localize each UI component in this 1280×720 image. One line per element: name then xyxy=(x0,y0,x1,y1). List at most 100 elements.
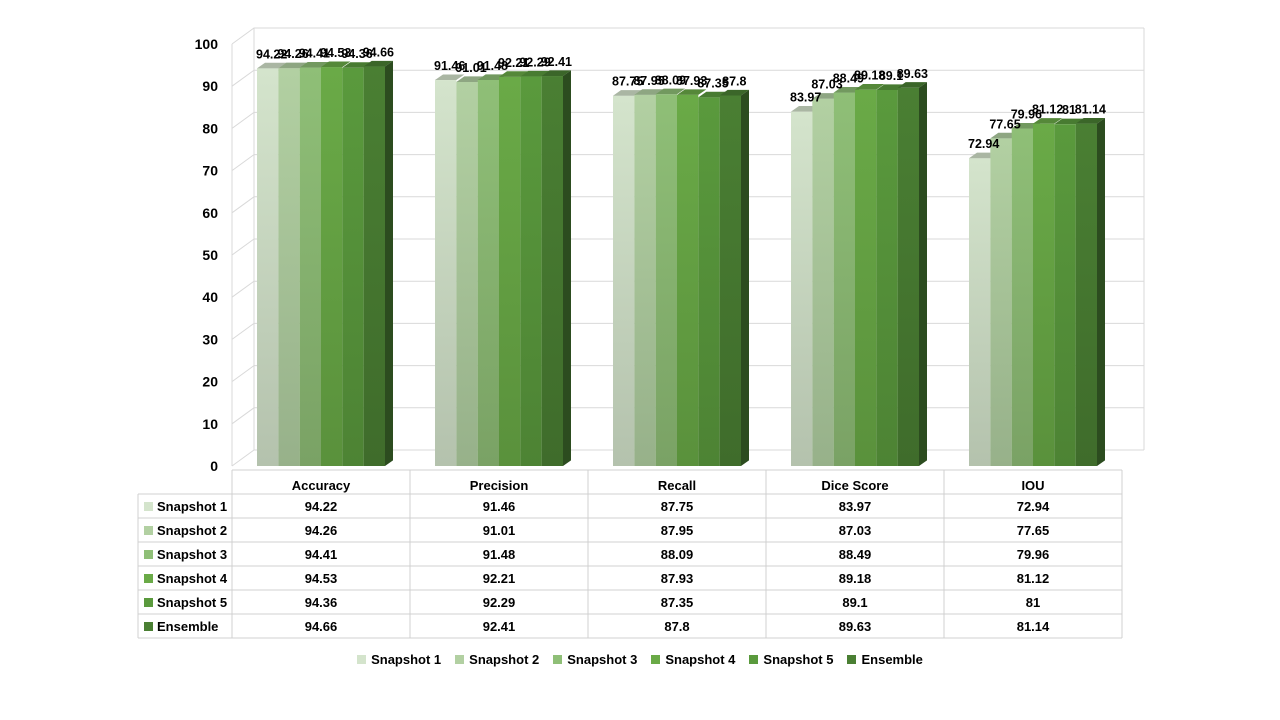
bar xyxy=(613,95,635,466)
bar xyxy=(634,94,656,466)
category-label: Recall xyxy=(658,478,696,493)
table-cell: 77.65 xyxy=(1017,523,1050,538)
table-cell: 81.14 xyxy=(1017,619,1050,634)
bar xyxy=(520,76,542,467)
table-cell: 89.1 xyxy=(842,595,867,610)
bar-side xyxy=(1097,117,1105,466)
table-cell: 87.8 xyxy=(664,619,689,634)
table-legend-key xyxy=(144,598,153,607)
bar xyxy=(321,67,343,466)
data-label: 87.03 xyxy=(811,78,842,92)
table-cell: 94.26 xyxy=(305,523,338,538)
bar xyxy=(499,76,521,466)
table-cell: 94.36 xyxy=(305,595,338,610)
category-label: IOU xyxy=(1021,478,1044,493)
bar-top xyxy=(363,60,393,67)
table-legend-key xyxy=(144,622,153,631)
data-label: 94.26 xyxy=(277,47,308,61)
legend-label: Snapshot 4 xyxy=(665,652,736,667)
bar xyxy=(969,158,991,466)
table-series-name: Snapshot 1 xyxy=(157,499,227,514)
bar xyxy=(278,68,300,466)
table-legend-key xyxy=(144,550,153,559)
legend-label: Snapshot 2 xyxy=(469,652,540,667)
data-label: 87.95 xyxy=(633,74,664,88)
bar-top xyxy=(257,62,287,69)
table-cell: 91.46 xyxy=(483,499,516,514)
data-label: 87.35 xyxy=(697,76,728,90)
table-cell: 87.75 xyxy=(661,499,694,514)
data-label: 77.65 xyxy=(989,117,1020,131)
data-label: 88.49 xyxy=(833,72,864,86)
data-label: 94.53 xyxy=(320,46,351,60)
bar-side xyxy=(563,70,571,466)
y-tick-label: 0 xyxy=(210,458,218,474)
data-label: 89.63 xyxy=(897,67,928,81)
data-label: 72.94 xyxy=(968,137,999,151)
table-cell: 79.96 xyxy=(1017,547,1050,562)
table-cell: 81 xyxy=(1026,595,1040,610)
y-tick-label: 100 xyxy=(195,36,219,52)
legend-item: Snapshot 4 xyxy=(651,652,735,667)
legend-item: Snapshot 3 xyxy=(553,652,637,667)
legend-swatch xyxy=(651,655,661,664)
bar-top xyxy=(499,71,529,77)
table-cell: 89.63 xyxy=(839,619,872,634)
legend-swatch xyxy=(455,655,465,664)
table-cell: 87.35 xyxy=(661,595,694,610)
data-label: 87.93 xyxy=(676,74,707,88)
data-label: 94.41 xyxy=(299,47,330,61)
bar-side xyxy=(919,82,927,466)
bar xyxy=(1011,128,1033,467)
bar-top xyxy=(613,90,643,96)
table-cell: 83.97 xyxy=(839,499,872,514)
data-label: 94.66 xyxy=(363,46,394,60)
bar xyxy=(541,76,563,467)
chart-gridlines xyxy=(231,27,1145,467)
data-label: 79.96 xyxy=(1011,108,1042,122)
data-label: 81 xyxy=(1062,103,1076,117)
table-cell: 72.94 xyxy=(1017,499,1050,514)
bar xyxy=(990,138,1012,466)
chart-data-table: Accuracy Precision Recall Dice Score IOU Snap… xyxy=(137,469,1123,639)
y-tick-label: 40 xyxy=(202,289,218,305)
bar-top xyxy=(719,89,749,96)
bar-side xyxy=(741,89,749,466)
bar xyxy=(435,80,457,466)
bar-top xyxy=(299,61,329,68)
y-tick-label: 10 xyxy=(202,416,218,432)
bar xyxy=(719,95,741,466)
bar xyxy=(1075,123,1097,466)
table-cell: 91.48 xyxy=(483,547,516,562)
data-label: 92.21 xyxy=(498,56,529,70)
table-cell: 94.53 xyxy=(305,571,338,586)
table-legend-key xyxy=(144,502,153,511)
chart-bars xyxy=(257,60,1105,467)
bar xyxy=(791,111,813,466)
bar-top xyxy=(1054,118,1084,125)
y-tick-label: 90 xyxy=(202,78,218,94)
bar-top xyxy=(321,61,351,68)
bar-side xyxy=(385,60,393,466)
table-cell: 89.18 xyxy=(839,571,872,586)
legend-item: Snapshot 2 xyxy=(455,652,539,667)
bar xyxy=(342,67,364,467)
table-series-name: Snapshot 3 xyxy=(157,547,227,562)
category-label: Accuracy xyxy=(292,478,351,493)
bar xyxy=(363,66,385,467)
data-label: 92.29 xyxy=(519,56,550,70)
bar-top xyxy=(435,74,465,81)
table-cell: 92.41 xyxy=(483,619,516,634)
table-legend-key xyxy=(144,574,153,583)
legend-swatch xyxy=(553,655,563,664)
bar-top xyxy=(541,70,571,77)
bar-top xyxy=(655,88,685,95)
y-tick-label: 50 xyxy=(202,247,218,263)
bar xyxy=(677,94,699,467)
table-series-name: Snapshot 5 xyxy=(157,595,227,610)
bar xyxy=(897,87,919,466)
bar xyxy=(257,68,279,466)
data-label: 91.01 xyxy=(455,61,486,75)
bar xyxy=(456,81,478,466)
